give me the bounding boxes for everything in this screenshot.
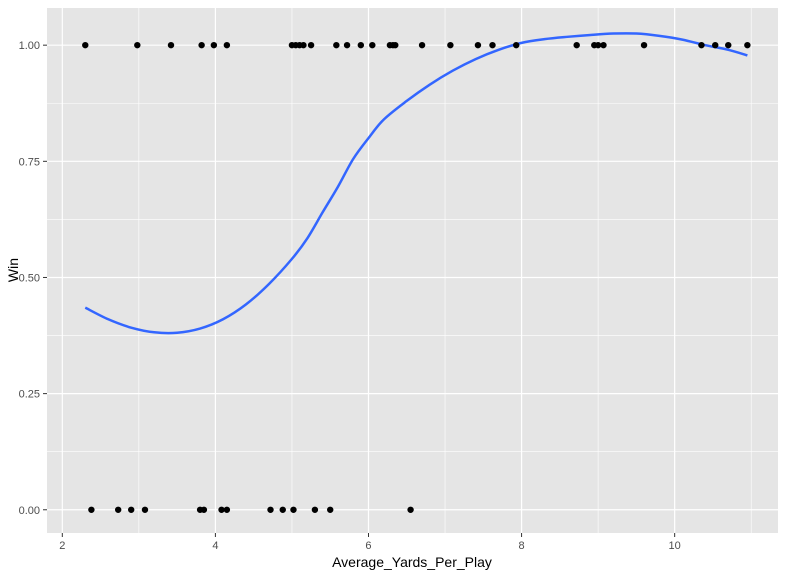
x-tick-label: 8: [519, 540, 525, 552]
data-point: [407, 506, 414, 513]
y-tick-label: 0.50: [19, 272, 40, 284]
data-point: [290, 506, 297, 513]
data-point: [594, 41, 602, 49]
data-point: [343, 41, 351, 49]
data-point: [127, 506, 135, 513]
data-point: [600, 41, 607, 49]
grid-minor: [47, 8, 778, 533]
data-points: [82, 41, 751, 513]
data-point: [279, 506, 286, 513]
data-point: [223, 506, 231, 513]
x-tick-label: 6: [365, 540, 371, 552]
data-point: [725, 41, 732, 49]
plot-panel: [47, 8, 778, 533]
data-point: [447, 41, 454, 49]
data-point: [369, 41, 376, 49]
data-point: [698, 41, 705, 49]
y-tick-label: 0.00: [19, 505, 40, 517]
x-tick-label: 4: [212, 540, 218, 552]
data-point: [300, 41, 307, 49]
data-point: [327, 506, 334, 513]
data-point: [744, 41, 751, 49]
data-point: [513, 41, 520, 49]
x-tick-label: 10: [669, 540, 681, 552]
y-tick-label: 0.25: [19, 389, 40, 401]
data-point: [134, 41, 141, 49]
data-point: [474, 41, 482, 49]
data-point: [114, 506, 122, 513]
data-point: [311, 506, 319, 513]
data-point: [82, 41, 89, 49]
data-point: [418, 41, 426, 49]
data-point: [88, 506, 95, 513]
data-point: [307, 41, 315, 49]
data-point: [223, 41, 231, 49]
data-point: [267, 506, 274, 513]
data-point: [573, 41, 580, 49]
data-point: [640, 41, 648, 49]
data-point: [200, 506, 208, 513]
x-tick-label: 2: [59, 540, 65, 552]
smooth-trend-line: [84, 32, 748, 335]
data-point: [712, 41, 719, 49]
y-tick-labels: 0.00 0.25 0.50 0.75 1.00: [19, 40, 40, 517]
data-point: [357, 41, 365, 49]
data-point: [198, 41, 205, 49]
data-point: [210, 41, 218, 49]
data-point: [167, 41, 175, 49]
y-tick-label: 0.75: [19, 156, 40, 168]
x-axis-title: Average_Yards_Per_Play: [332, 554, 492, 570]
data-point: [141, 506, 149, 513]
data-point: [218, 506, 225, 513]
y-axis-title: Win: [5, 258, 21, 282]
y-tick-label: 1.00: [19, 40, 40, 52]
axis-ticks: [43, 44, 676, 537]
data-point: [392, 41, 399, 49]
data-point: [489, 41, 496, 49]
data-point: [333, 41, 340, 49]
x-tick-labels: 2 4 6 8 10: [59, 540, 681, 552]
